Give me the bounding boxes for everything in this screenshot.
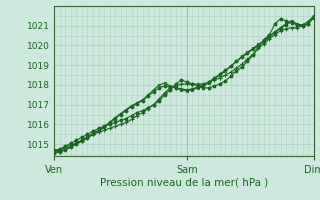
- X-axis label: Pression niveau de la mer( hPa ): Pression niveau de la mer( hPa ): [100, 178, 268, 188]
